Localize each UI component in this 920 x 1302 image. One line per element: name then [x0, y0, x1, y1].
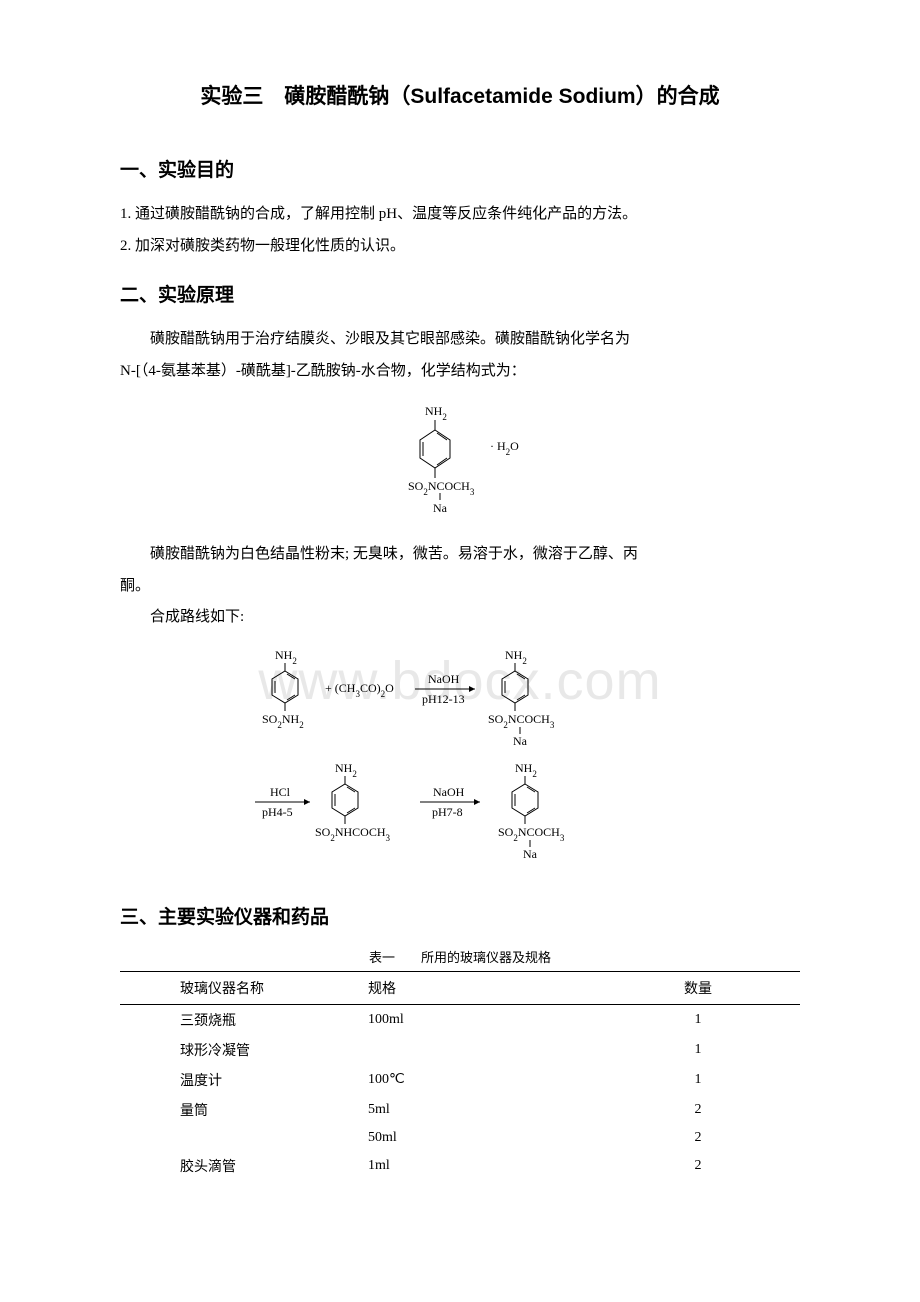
- chemical-structure-1: NH2 SO2NCOCH3 Na · H2O: [120, 400, 800, 525]
- table-cell: 温度计: [120, 1065, 358, 1095]
- reaction-svg: NH2 SO2NH2 + (CH3CO)2O NaOH pH12-13 NH2 …: [220, 647, 700, 877]
- table-row: 量筒 5ml 2: [120, 1095, 800, 1125]
- principle-para-5: 合成路线如下:: [120, 603, 800, 632]
- sm-so2nh2: SO2NH2: [262, 712, 304, 730]
- table-cell: 5ml: [358, 1095, 596, 1125]
- document-title: 实验三 磺胺醋酰钠（Sulfacetamide Sodium）的合成: [120, 80, 800, 110]
- arrow2-bottom: pH4-5: [262, 805, 293, 819]
- table-header-1: 玻璃仪器名称: [120, 971, 358, 1004]
- table-row: 50ml 2: [120, 1125, 800, 1151]
- sm-nh2: NH2: [275, 648, 297, 666]
- principle-para-2: N-[（4-氨基苯基）-磺酰基]-乙酰胺钠-水合物，化学结构式为：: [120, 357, 800, 386]
- nh2-label: NH2: [425, 404, 447, 422]
- table-cell: 1: [596, 1065, 800, 1095]
- table-cell: 100ml: [358, 1004, 596, 1035]
- fp-nh2: NH2: [515, 761, 537, 779]
- table-cell: [120, 1125, 358, 1151]
- int-so2: SO2NHCOCH3: [315, 825, 391, 843]
- table-row: 三颈烧瓶 100ml 1: [120, 1004, 800, 1035]
- table-header-row: 玻璃仪器名称 规格 数量: [120, 971, 800, 1004]
- table-cell: 2: [596, 1095, 800, 1125]
- principle-para-4: 酮。: [120, 572, 800, 601]
- table-header-2: 规格: [358, 971, 596, 1004]
- reaction-scheme: NH2 SO2NH2 + (CH3CO)2O NaOH pH12-13 NH2 …: [120, 647, 800, 882]
- section-equipment-heading: 三、主要实验仪器和药品: [120, 902, 800, 929]
- table-row: 胶头滴管 1ml 2: [120, 1151, 800, 1181]
- arrow2-top: HCl: [270, 785, 291, 799]
- h2o-label: · H2O: [490, 439, 519, 457]
- p1-so2: SO2NCOCH3: [488, 712, 555, 730]
- purpose-item-1: 1. 通过磺胺醋酰钠的合成，了解用控制 pH、温度等反应条件纯化产品的方法。: [120, 200, 800, 229]
- equipment-table: 玻璃仪器名称 规格 数量 三颈烧瓶 100ml 1 球形冷凝管 1 温度计 10…: [120, 971, 800, 1181]
- table-caption: 表一 所用的玻璃仪器及规格: [120, 947, 800, 966]
- table-cell: 1ml: [358, 1151, 596, 1181]
- fp-so2: SO2NCOCH3: [498, 825, 565, 843]
- table-cell: 1: [596, 1035, 800, 1065]
- table-header-3: 数量: [596, 971, 800, 1004]
- p1-nh2: NH2: [505, 648, 527, 666]
- table-cell: 2: [596, 1125, 800, 1151]
- section-purpose-heading: 一、实验目的: [120, 155, 800, 182]
- table-cell: 球形冷凝管: [120, 1035, 358, 1065]
- document-content: 实验三 磺胺醋酰钠（Sulfacetamide Sodium）的合成 一、实验目…: [120, 80, 800, 1181]
- table-cell: [358, 1035, 596, 1065]
- table-row: 球形冷凝管 1: [120, 1035, 800, 1065]
- table-cell: 2: [596, 1151, 800, 1181]
- table-cell: 1: [596, 1004, 800, 1035]
- fp-na: Na: [523, 847, 538, 861]
- table-cell: 胶头滴管: [120, 1151, 358, 1181]
- arrow1-top: NaOH: [428, 672, 460, 686]
- table-cell: 50ml: [358, 1125, 596, 1151]
- arrow1-bottom: pH12-13: [422, 692, 465, 706]
- principle-para-3: 磺胺醋酰钠为白色结晶性粉末; 无臭味，微苦。易溶于水，微溶于乙醇、丙: [120, 540, 800, 569]
- int-nh2: NH2: [335, 761, 357, 779]
- reagent-1: + (CH3CO)2O: [325, 681, 394, 699]
- table-cell: 量筒: [120, 1095, 358, 1125]
- arrow3-bottom: pH7-8: [432, 805, 463, 819]
- so2ncoch3-label: SO2NCOCH3: [408, 479, 475, 497]
- table-row: 温度计 100℃ 1: [120, 1065, 800, 1095]
- na-label: Na: [433, 501, 448, 515]
- p1-na: Na: [513, 734, 528, 748]
- table-cell: 三颈烧瓶: [120, 1004, 358, 1035]
- table-cell: 100℃: [358, 1065, 596, 1095]
- purpose-item-2: 2. 加深对磺胺类药物一般理化性质的认识。: [120, 232, 800, 261]
- arrow3-top: NaOH: [433, 785, 465, 799]
- section-principle-heading: 二、实验原理: [120, 280, 800, 307]
- structure-svg-1: NH2 SO2NCOCH3 Na · H2O: [360, 400, 560, 520]
- principle-para-1: 磺胺醋酰钠用于治疗结膜炎、沙眼及其它眼部感染。磺胺醋酰钠化学名为: [120, 325, 800, 354]
